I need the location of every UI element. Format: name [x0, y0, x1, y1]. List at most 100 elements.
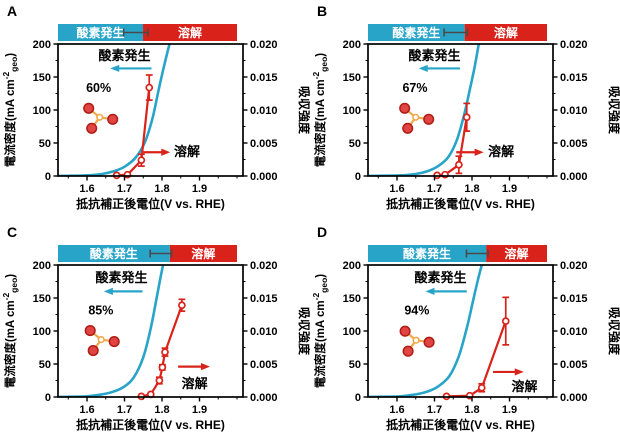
- dissolution-point-marker: [178, 301, 186, 310]
- x-tick-label: 1.8: [154, 183, 169, 195]
- y-right-tick-label: 0.000: [560, 392, 588, 404]
- dissolution-annotation-text: 溶解: [488, 144, 514, 159]
- y-right-tick-label: 0.015: [560, 293, 588, 305]
- dissolution-region-bar: [143, 24, 237, 41]
- dissolution-curve: [446, 320, 507, 398]
- dissolution-annotation-text: 溶解: [182, 376, 208, 391]
- x-tick-label: 1.7: [427, 404, 442, 416]
- oer-annotation-arrow-head: [103, 287, 113, 295]
- y-left-tick-label: 200: [343, 39, 361, 51]
- y-left-tick-label: 200: [33, 260, 51, 272]
- y-right-axis-title: 吸収強度: [297, 86, 310, 135]
- y-right-tick-label: 0.005: [560, 359, 588, 371]
- dissolution-point-marker: [158, 363, 167, 372]
- y-left-axis-title: 電流密度(mA cm-2geo): [1, 53, 19, 167]
- oer-region-bar: [58, 24, 144, 41]
- retention-percent-label: 94%: [404, 304, 429, 318]
- x-tick-label: 1.6: [79, 404, 94, 416]
- dissolution-annotation-arrow-head: [474, 148, 484, 156]
- molecule-icon: [83, 102, 119, 134]
- oer-region-bar: [368, 245, 487, 262]
- x-tick-label: 1.8: [154, 404, 169, 416]
- y-right-tick-label: 0.010: [250, 105, 278, 117]
- oer-annotation-arrow-head: [425, 287, 435, 295]
- y-right-tick-label: 0.010: [560, 326, 588, 338]
- y-right-tick-label: 0.020: [560, 260, 588, 272]
- retention-percent-label: 60%: [86, 81, 111, 95]
- y-left-tick-label: 150: [343, 72, 361, 84]
- dissolution-point-marker: [501, 317, 510, 325]
- panel-A-letter: A: [7, 3, 18, 19]
- oer-annotation-text: 酸素発生: [95, 270, 147, 285]
- dissolution-curve: [116, 87, 151, 177]
- dissolution-region-bar: [464, 24, 547, 41]
- oer-annotation-text: 酸素発生: [98, 48, 150, 63]
- x-tick-label: 1.9: [192, 404, 207, 416]
- y-left-tick-label: 100: [343, 105, 361, 117]
- x-tick-label: 1.7: [117, 183, 132, 195]
- molecule-icon: [399, 325, 435, 357]
- molecule-oxygen-atom: [83, 102, 95, 114]
- molecule-center-atom: [97, 335, 105, 344]
- oer-bar-label: 酸素発生: [90, 246, 138, 261]
- y-right-tick-label: 0.005: [250, 138, 278, 150]
- y-left-tick-label: 200: [343, 260, 361, 272]
- molecule-center-atom: [96, 113, 104, 121]
- x-tick-label: 1.8: [464, 183, 479, 195]
- y-left-tick-label: 200: [33, 39, 51, 51]
- panel-C: C 酸素発生 溶解 酸素発生 溶解 85% 1.6 1.7 1.8 1.9 0 50 100 150 20…: [0, 221, 310, 442]
- dissolution-point-marker: [455, 160, 463, 169]
- x-axis-title: 抵抗補正後電位(V vs. RHE): [76, 417, 225, 432]
- molecule-oxygen-atom: [108, 336, 120, 348]
- y-right-tick-label: 0.020: [560, 39, 588, 51]
- oer-annotation-text: 酸素発生: [414, 270, 466, 285]
- y-right-tick-label: 0.005: [560, 138, 588, 150]
- y-right-tick-label: 0.005: [250, 359, 278, 371]
- dissolution-bar-label: 溶解: [494, 25, 518, 40]
- dissolution-curve: [437, 117, 468, 177]
- y-right-tick-label: 0.015: [560, 72, 588, 84]
- y-left-tick-label: 50: [39, 138, 51, 150]
- x-tick-label: 1.7: [117, 404, 132, 416]
- oer-bar-label: 酸素発生: [77, 25, 125, 40]
- retention-percent-label: 67%: [402, 81, 427, 95]
- x-axis-title: 抵抗補正後電位(V vs. RHE): [386, 417, 535, 432]
- molecule-oxygen-atom: [84, 325, 96, 337]
- panel-B: B 酸素発生 溶解 酸素発生 溶解 67% 1.6 1.7 1.8 1.9 0 50 100 150 20…: [310, 0, 620, 221]
- oer-region-bar: [368, 24, 465, 41]
- oer-annotation-arrow-head: [110, 64, 120, 73]
- panel-A: A 酸素発生 溶解 酸素発生 溶解 60% 1.6 1.7 1.8 1.9 0 50 100 150 20…: [0, 0, 310, 221]
- oer-annotation-text: 酸素発生: [408, 48, 460, 63]
- dissolution-annotation-text: 溶解: [511, 379, 537, 394]
- dissolution-annotation-arrow-head: [201, 363, 210, 371]
- x-tick-label: 1.7: [427, 183, 442, 195]
- x-tick-label: 1.6: [389, 183, 404, 195]
- x-tick-label: 1.9: [502, 404, 517, 416]
- dissolution-annotation-text: 溶解: [174, 144, 200, 159]
- dissolution-annotation-arrow-head: [514, 368, 524, 376]
- y-right-tick-label: 0.010: [250, 326, 278, 338]
- y-left-tick-label: 50: [39, 359, 51, 371]
- dissolution-point-marker: [161, 348, 169, 356]
- molecule-oxygen-atom: [423, 113, 435, 125]
- y-left-tick-label: 150: [33, 72, 51, 84]
- oer-bar-label: 酸素発生: [392, 25, 440, 40]
- dissolution-region-bar: [169, 245, 237, 262]
- dissolution-bar-label: 溶解: [178, 25, 202, 40]
- molecule-icon: [399, 102, 435, 134]
- panel-D-letter: D: [317, 224, 328, 240]
- dissolution-point-marker: [477, 383, 486, 392]
- y-left-tick-label: 150: [343, 293, 361, 305]
- y-left-tick-label: 150: [33, 293, 51, 305]
- dissolution-point-marker: [137, 156, 146, 165]
- y-right-tick-label: 0.020: [250, 260, 278, 272]
- molecule-oxygen-atom: [86, 122, 98, 134]
- retention-percent-label: 85%: [88, 304, 113, 318]
- y-left-axis-title: 電流密度(mA cm-2geo): [1, 274, 19, 388]
- molecule-oxygen-atom: [107, 113, 119, 125]
- molecule-oxygen-atom: [402, 122, 414, 134]
